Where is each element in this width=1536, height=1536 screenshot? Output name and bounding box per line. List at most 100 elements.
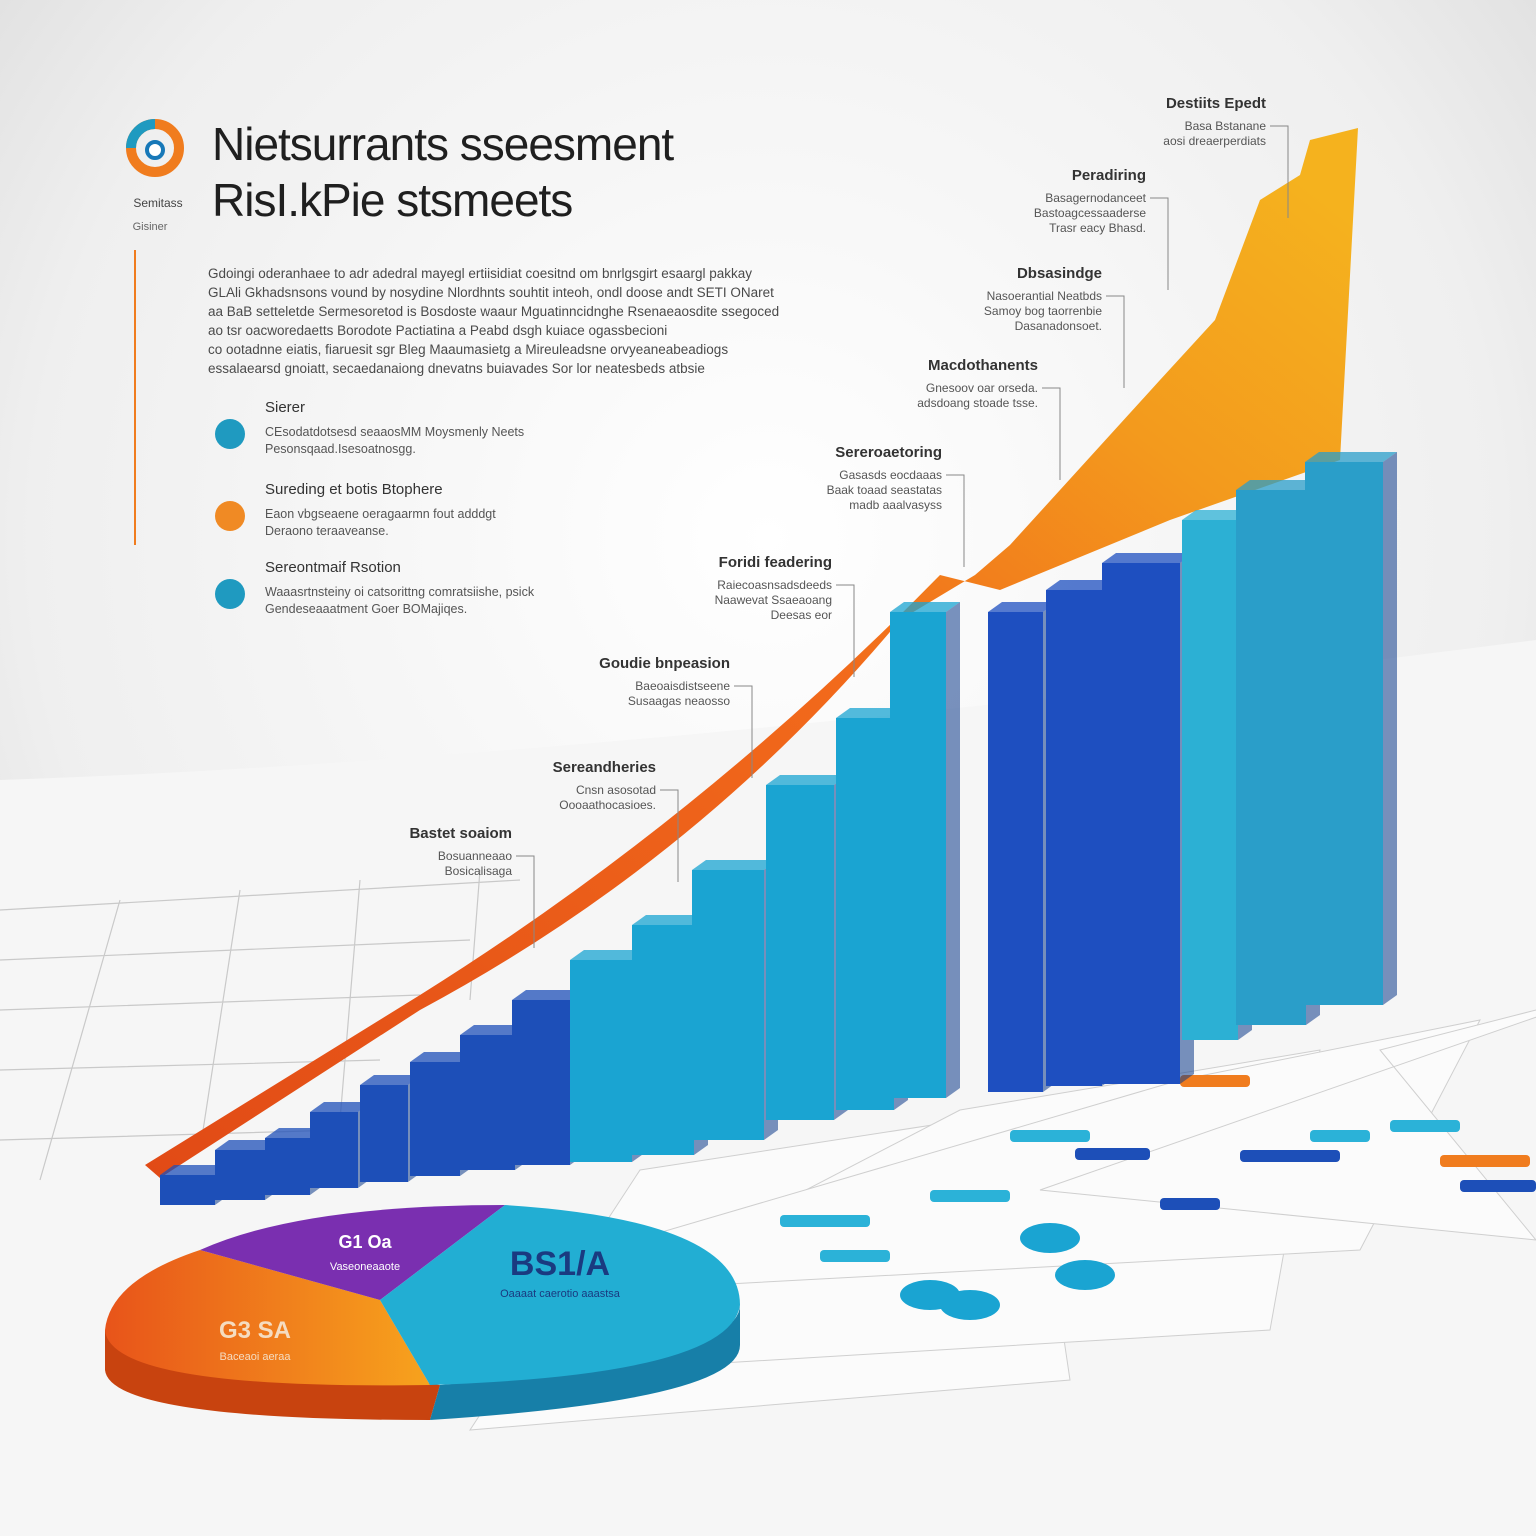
bar-top xyxy=(1236,480,1320,490)
callout-text: Baeoaisdistseene xyxy=(635,679,730,693)
intro-line: GLAli Gkhadsnsons vound by nosydine Nlor… xyxy=(208,285,774,300)
intro-line: essalaearsd gnoiatt, secaedanaiong dneva… xyxy=(208,361,705,376)
bar-top xyxy=(1046,580,1116,590)
leader-line xyxy=(516,855,535,948)
callout-title: Sereroaetoring xyxy=(835,444,942,461)
doc-bar xyxy=(1180,1075,1250,1087)
bar xyxy=(160,1175,215,1205)
doc-bar xyxy=(1390,1120,1460,1132)
bar-side xyxy=(946,602,960,1098)
doc-dot xyxy=(940,1290,1000,1320)
bar xyxy=(265,1138,310,1195)
leader-line xyxy=(1270,125,1289,218)
bar-top xyxy=(692,860,778,870)
doc-bar xyxy=(930,1190,1010,1202)
callout-title: Goudie bnpeasion xyxy=(599,655,730,672)
pie-label-text: Oaaaat caerotio aaastsa xyxy=(500,1288,621,1300)
callout-text: Samoy bog taorrenbie xyxy=(984,304,1102,318)
logo xyxy=(126,119,184,545)
bar xyxy=(1102,563,1180,1084)
bar xyxy=(310,1112,358,1188)
leader-line xyxy=(660,789,679,882)
leader-line xyxy=(734,685,753,778)
intro-line: co ootadnne eiatis, fiaruesit sgr Bleg M… xyxy=(208,342,728,357)
bar xyxy=(988,612,1043,1092)
logo-sublabel: Gisiner xyxy=(133,221,168,233)
callout-title: Macdothanents xyxy=(928,357,1038,374)
doc-bar xyxy=(1075,1148,1150,1160)
bar xyxy=(360,1085,408,1182)
callout-text: Cnsn asosotad xyxy=(576,783,656,797)
doc-bar xyxy=(820,1250,890,1262)
callout-text: Trasr eacy Bhasd. xyxy=(1049,221,1146,235)
doc-bar xyxy=(1460,1180,1536,1192)
bar-top xyxy=(988,602,1057,612)
bar xyxy=(1236,490,1306,1025)
document-sheet xyxy=(429,1019,1481,1301)
bar-top xyxy=(766,775,848,785)
feature-text: Waaasrtnsteiny oi catsorittng comratsiis… xyxy=(265,585,535,599)
leader-line xyxy=(836,584,855,677)
callout-text: Bosuanneaao xyxy=(438,849,512,863)
bar-top xyxy=(215,1140,279,1150)
callout-text: adsdoang stoade tsse. xyxy=(917,396,1038,410)
bar-top xyxy=(460,1025,529,1035)
callout-title: Destiits Epedt xyxy=(1166,95,1266,112)
pie-label: G1 Oa xyxy=(338,1232,392,1252)
logo-label: Semitass xyxy=(133,196,182,210)
bar xyxy=(1305,462,1383,1005)
bar xyxy=(570,960,632,1162)
bar-top xyxy=(1102,553,1194,563)
callout-text: Gnesoov oar orseda. xyxy=(926,381,1038,395)
pie xyxy=(105,1205,740,1420)
feature-icon xyxy=(215,501,245,531)
bar-top xyxy=(1182,510,1252,520)
pie-label: G3 SA xyxy=(219,1317,291,1344)
callout-text: Bosicalisaga xyxy=(445,864,513,878)
feature-text: Eaon vbgseaene oeragaarmn fout adddgt xyxy=(265,507,496,521)
feature-title: Sureding et botis Btophere xyxy=(265,481,443,498)
bar-side xyxy=(1383,452,1397,1005)
intro-line: Gdoingi oderanhaee to adr adedral mayegl… xyxy=(208,266,752,281)
bar xyxy=(692,870,764,1140)
bar xyxy=(766,785,834,1120)
doc-dot xyxy=(1020,1223,1080,1253)
feature-text: Pesonsqaad.Isesoatnosgg. xyxy=(265,442,416,456)
callout-text: Oooaathocasioes. xyxy=(559,798,656,812)
callout-text: Basagernodanceet xyxy=(1045,191,1146,205)
pie-label-text: Baceaoi aeraa xyxy=(220,1351,292,1363)
bar xyxy=(1046,590,1102,1086)
bar xyxy=(215,1150,265,1200)
document-sheet xyxy=(1039,1009,1536,1241)
feature-title: Sereontmaif Rsotion xyxy=(265,559,401,576)
callout-text: Naawevat Ssaeaoang xyxy=(715,593,832,607)
feature-text: CEsodatdotsesd seaaosMM Moysmenly Neets xyxy=(265,425,524,439)
callout-title: Bastet soaiom xyxy=(409,825,512,842)
bar-top xyxy=(890,602,960,612)
bar-top xyxy=(265,1128,324,1138)
callout-text: Deesas eor xyxy=(771,608,832,622)
bar-top xyxy=(512,990,584,1000)
title-line: RisI.kPie stsmeets xyxy=(212,174,572,226)
callout-text: Basa Bstanane xyxy=(1185,119,1267,133)
callout-title: Dbsasindge xyxy=(1017,265,1102,282)
feature-text: Deraono teraaveanse. xyxy=(265,524,389,538)
doc-dot xyxy=(1055,1260,1115,1290)
floor-grid xyxy=(0,869,521,1181)
leader-line xyxy=(1106,295,1125,388)
bar xyxy=(836,718,894,1110)
callout-title: Peradiring xyxy=(1072,167,1146,184)
text-layer: Gdoingi oderanhaee to adr adedral mayegl… xyxy=(208,95,1289,1363)
doc-bar xyxy=(1010,1130,1090,1142)
bar xyxy=(1182,520,1238,1040)
intro-line: ao tsr oacworedaetts Borodote Pactiatina… xyxy=(208,323,667,338)
callout-text: madb aaalvasyss xyxy=(849,498,942,512)
bar xyxy=(460,1035,515,1170)
bar-top xyxy=(1305,452,1397,462)
callout-text: Dasanadonsoet. xyxy=(1015,319,1102,333)
bar xyxy=(512,1000,570,1165)
bar-top xyxy=(632,915,708,925)
callout-text: aosi dreaerperdiats xyxy=(1163,134,1266,148)
leader-line xyxy=(1042,387,1061,480)
